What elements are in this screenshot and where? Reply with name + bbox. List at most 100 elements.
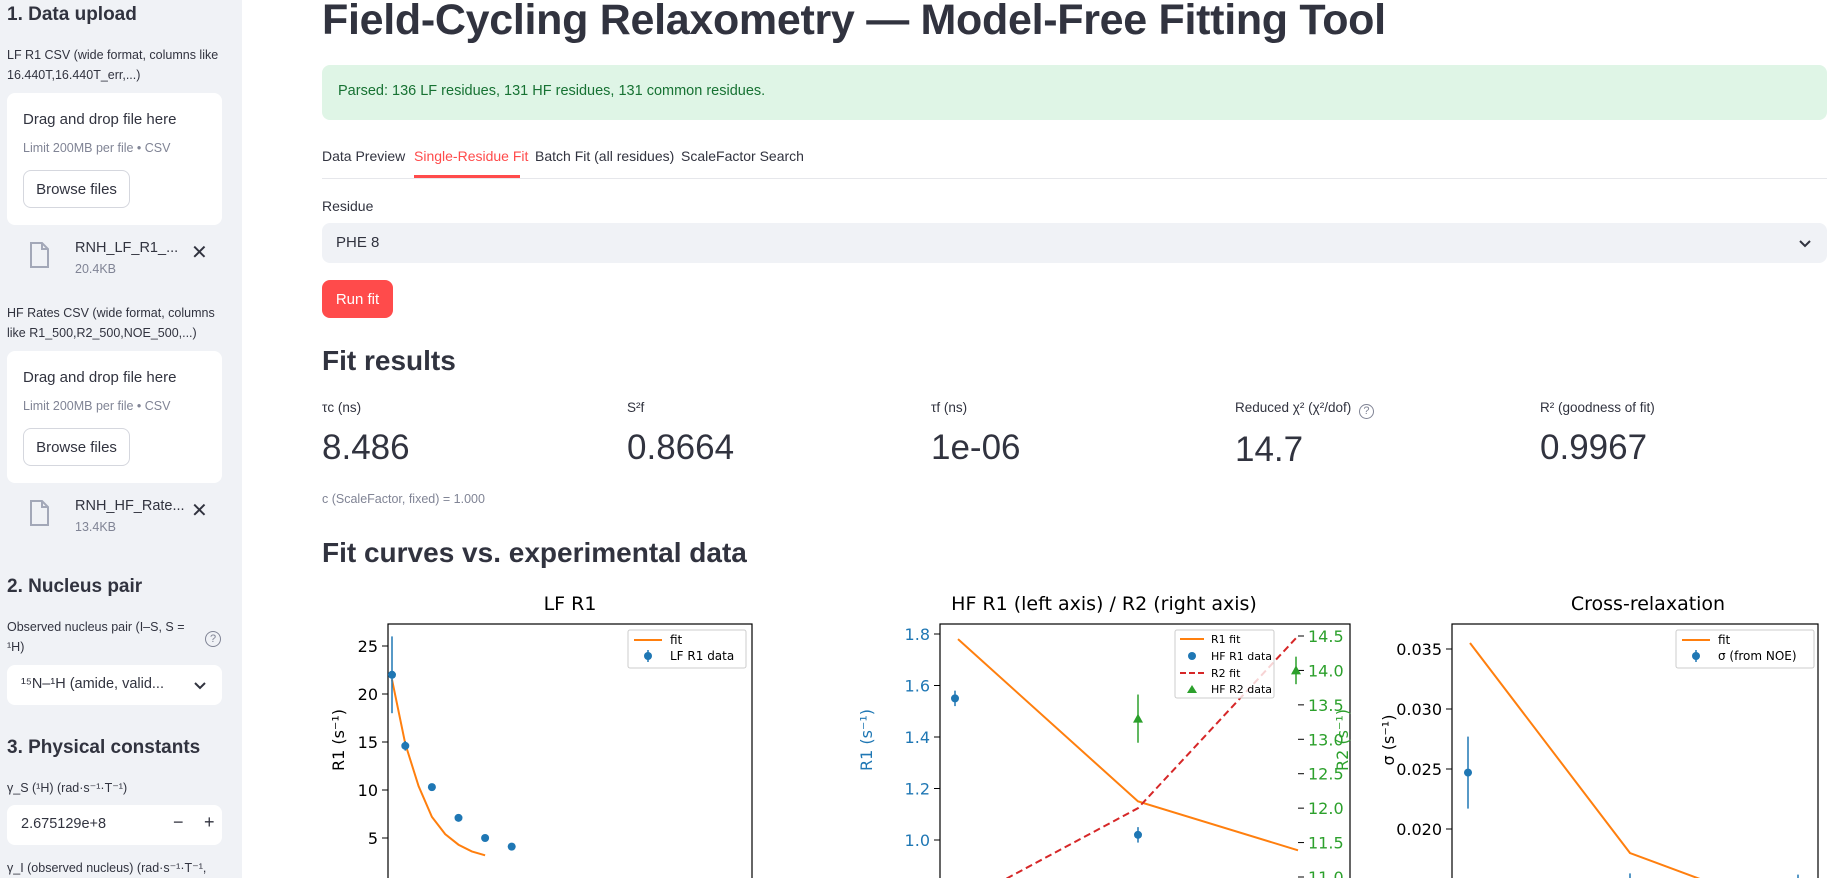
sigma-data-point: [1464, 768, 1472, 777]
y-tick-label: 13.5: [1308, 696, 1344, 715]
y-tick-label: 11.0: [1308, 868, 1344, 878]
y-tick-label: 11.5: [1308, 834, 1344, 853]
legend: R1 fit HF R1 data R2 fit HF R2 data: [1174, 629, 1275, 699]
hf-r2-data-point: [1291, 665, 1301, 675]
gamma-i-label: γ_I (observed nucleus) (rad·s⁻¹·T⁻¹,: [7, 861, 207, 875]
tab-scalefactor-search[interactable]: ScaleFactor Search: [681, 148, 804, 164]
hf-r1-data-point: [951, 694, 959, 703]
legend-label: HF R2 data: [1211, 683, 1272, 696]
alert-text: Parsed: 136 LF residues, 131 HF residues…: [338, 83, 766, 99]
y-tick-label: 1.6: [905, 677, 930, 696]
section-title-nucleus-pair: 2. Nucleus pair: [7, 576, 143, 597]
section-title-physical-constants: 3. Physical constants: [7, 737, 201, 758]
y-tick-label: 14.5: [1308, 627, 1344, 646]
success-alert: Parsed: 136 LF residues, 131 HF residues…: [322, 65, 1827, 120]
y-axis-label-right: R2 (s⁻¹): [1333, 709, 1352, 771]
y-tick-label: 5: [368, 829, 378, 848]
file-icon: [30, 242, 49, 268]
legend-label: σ (from NOE): [1718, 649, 1797, 663]
r2-fit-line: [1005, 635, 1299, 878]
data-point: [454, 813, 463, 822]
y-tick-label: 20: [358, 685, 378, 704]
y-tick-label: 0.020: [1396, 820, 1442, 839]
page-title: Field-Cycling Relaxometry — Model-Free F…: [322, 0, 1386, 44]
residue-value: PHE 8: [336, 234, 380, 251]
section-title-data-upload: 1. Data upload: [7, 4, 137, 25]
remove-file-icon[interactable]: ✕: [191, 242, 208, 264]
legend-label: fit: [1718, 633, 1731, 647]
fit-line: [1469, 642, 1701, 878]
data-point: [388, 670, 396, 679]
metric-value: 0.9967: [1540, 428, 1648, 467]
hf-browse-files-button[interactable]: Browse files: [23, 428, 130, 466]
active-tab-underline: [414, 175, 520, 178]
y-tick-label: 0.025: [1396, 760, 1442, 779]
plot-frame: [939, 623, 1351, 878]
help-icon[interactable]: ?: [1358, 403, 1374, 419]
chart-title: LF R1: [544, 593, 597, 615]
metric-label: τf (ns): [931, 400, 968, 415]
tab-bar: Data Preview Single-Residue Fit Batch Fi…: [322, 143, 1827, 179]
file-name: RNH_HF_Rate...: [75, 498, 185, 514]
run-fit-button[interactable]: Run fit: [322, 280, 393, 318]
chart-title: Cross-relaxation: [1571, 593, 1725, 615]
remove-file-icon[interactable]: ✕: [191, 500, 208, 522]
y-tick-label: 12.0: [1308, 799, 1344, 818]
hf-file-dropzone[interactable]: Drag and drop file here Limit 200MB per …: [7, 351, 222, 483]
y-tick-label: 15: [358, 733, 378, 752]
gamma-s-value: 2.675129e+8: [21, 816, 107, 832]
metric-label: R² (goodness of fit): [1540, 400, 1655, 415]
dropzone-limit: Limit 200MB per file • CSV: [23, 141, 171, 155]
metric-value: 0.8664: [627, 428, 735, 467]
hf-upload-label: HF Rates CSV (wide format, columns like …: [7, 306, 215, 340]
lf-upload-label: LF R1 CSV (wide format, columns like 16.…: [7, 48, 219, 82]
file-icon: [30, 500, 49, 526]
tab-single-residue-fit[interactable]: Single-Residue Fit: [414, 148, 529, 164]
tab-batch-fit[interactable]: Batch Fit (all residues): [535, 148, 675, 164]
y-tick-label: 1.4: [905, 728, 930, 747]
gamma-s-label: γ_S (¹H) (rad·s⁻¹·T⁻¹): [7, 781, 128, 795]
lf-browse-files-button[interactable]: Browse files: [23, 170, 130, 208]
y-axis-label: R1 (s⁻¹): [329, 709, 348, 771]
y-tick-label: 25: [358, 637, 378, 656]
gamma-s-input[interactable]: 2.675129e+8 − +: [7, 805, 222, 845]
metric-tau-c: τc (ns) 8.486: [322, 400, 612, 468]
legend: fit σ (from NOE): [1675, 629, 1815, 669]
nucleus-pair-value: ¹⁵N–¹H (amide, valid...: [21, 676, 164, 692]
metric-label: S²f: [627, 400, 645, 415]
pair-label: Observed nucleus pair (I–S, S = ¹H): [7, 620, 185, 654]
hf-r2-data-point: [1133, 713, 1143, 723]
cross-relaxation-chart: Cross-relaxation σ (s⁻¹) 0.0150.0200.025…: [1380, 593, 1819, 878]
dropzone-title: Drag and drop file here: [23, 369, 177, 386]
tab-data-preview[interactable]: Data Preview: [322, 148, 406, 164]
y-tick-label: 0.030: [1396, 700, 1442, 719]
file-size: 20.4KB: [75, 262, 117, 276]
data-point: [427, 783, 436, 792]
legend-label: HF R1 data: [1211, 650, 1272, 663]
chevron-down-icon: [1799, 240, 1811, 248]
metric-value: 8.486: [322, 428, 410, 467]
hf-r1-data-point: [1134, 830, 1142, 839]
y-axis-label-left: R1 (s⁻¹): [858, 709, 876, 771]
lf-file-dropzone[interactable]: Drag and drop file here Limit 200MB per …: [7, 93, 222, 225]
decrement-button[interactable]: −: [173, 812, 184, 832]
help-icon[interactable]: ?: [205, 631, 221, 647]
r1-fit-line: [957, 638, 1299, 852]
data-point: [481, 834, 490, 842]
legend-label: fit: [670, 633, 683, 647]
legend-label: R1 fit: [1211, 633, 1241, 646]
data-point: [507, 842, 516, 851]
y-tick-label: 1.0: [905, 831, 930, 850]
y-tick-label: 10: [358, 781, 378, 800]
file-size: 13.4KB: [75, 520, 117, 534]
nucleus-pair-select[interactable]: ¹⁵N–¹H (amide, valid...: [7, 665, 222, 705]
dropzone-title: Drag and drop file here: [23, 111, 177, 128]
chart-title: HF R1 (left axis) / R2 (right axis): [951, 593, 1257, 615]
metric-value: 1e-06: [931, 428, 1021, 467]
y-tick-label: 0.035: [1396, 640, 1442, 659]
residue-select[interactable]: PHE 8: [322, 223, 1827, 263]
fit-curves-heading: Fit curves vs. experimental data: [322, 537, 747, 568]
increment-button[interactable]: +: [204, 812, 215, 832]
hf-r1-r2-chart: HF R1 (left axis) / R2 (right axis) R1 (…: [858, 593, 1352, 878]
fit-line: [391, 679, 486, 857]
